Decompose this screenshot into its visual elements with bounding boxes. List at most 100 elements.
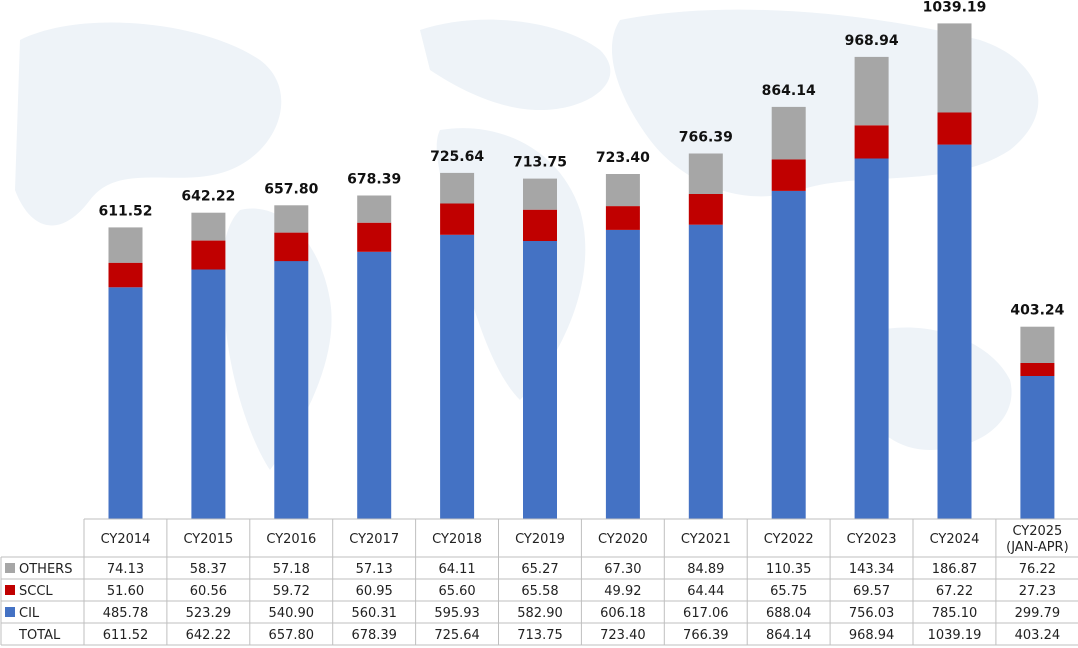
bar-segment-cil	[937, 144, 972, 519]
bar-segment-cil	[523, 241, 557, 519]
category-label: CY2022	[764, 532, 814, 547]
bar-segment-cil	[357, 251, 392, 520]
bar-segment-cil	[1020, 376, 1055, 519]
bar-segment-others	[771, 106, 806, 160]
row-label-sccl: SCCL	[19, 584, 53, 599]
table-cell: 59.72	[273, 584, 310, 599]
legend-key-sccl	[5, 585, 15, 595]
total-value-label: 642.22	[181, 189, 235, 205]
table-cell: 403.24	[1015, 628, 1061, 643]
bar-segment-sccl	[937, 112, 972, 145]
bar-segment-cil	[440, 234, 475, 520]
bar-segment-sccl	[771, 159, 806, 191]
category-label: CY2017	[349, 532, 399, 547]
table-cell: 65.58	[521, 584, 558, 599]
bar-segment-cil	[771, 190, 806, 519]
table-cell: 688.04	[766, 606, 812, 621]
total-value-label: 657.80	[264, 181, 318, 197]
category-label: CY2020	[598, 532, 648, 547]
bar-segment-cil	[688, 224, 723, 519]
table-cell: 523.29	[186, 606, 232, 621]
table-cell: 143.34	[849, 562, 895, 577]
table-cell: 27.23	[1019, 584, 1056, 599]
bar-segment-sccl	[1020, 363, 1055, 376]
bars-group	[108, 23, 1055, 520]
data-table: CY2014 CY2015 CY2016 CY2017 CY2018 CY2019 CY20…	[0, 518, 1078, 646]
table-cell: 725.64	[434, 628, 480, 643]
bar-segment-sccl	[854, 125, 889, 159]
bar-segment-others	[854, 56, 889, 126]
category-label: CY2015	[183, 532, 233, 547]
table-cell: 785.10	[932, 606, 978, 621]
bar-segment-others	[605, 174, 640, 207]
table-cell: 299.79	[1015, 606, 1061, 621]
table-cell: 64.11	[438, 562, 475, 577]
bar-segment-others	[688, 153, 723, 194]
table-cell: 485.78	[103, 606, 149, 621]
table-cell: 540.90	[269, 606, 315, 621]
category-label: CY2018	[432, 532, 482, 547]
bar-segment-cil	[191, 269, 226, 519]
table-cell: 766.39	[683, 628, 729, 643]
bar-segment-cil	[108, 287, 143, 519]
bar-segment-others	[937, 23, 972, 113]
table-cell: 65.60	[438, 584, 475, 599]
table-cell: 69.57	[853, 584, 890, 599]
table-cell: 595.93	[434, 606, 480, 621]
category-label: CY2024	[930, 532, 980, 547]
bar-segment-sccl	[191, 240, 226, 270]
total-value-label: 723.40	[596, 150, 650, 166]
table-cell: 67.22	[936, 584, 973, 599]
map-shape	[15, 22, 282, 226]
table-cell: 64.44	[687, 584, 724, 599]
bar-segment-sccl	[108, 262, 143, 288]
bar-segment-sccl	[523, 209, 557, 241]
row-label-others: OTHERS	[19, 562, 72, 577]
table-cell: 186.87	[932, 562, 978, 577]
category-label: CY2016	[266, 532, 316, 547]
map-shape	[420, 19, 611, 110]
table-cell: 57.18	[273, 562, 310, 577]
category-label: CY2021	[681, 532, 731, 547]
table-cell: 76.22	[1019, 562, 1056, 577]
bar-segment-others	[523, 178, 557, 210]
category-label: CY2025 (JAN-APR)	[1006, 524, 1069, 555]
table-cell: 606.18	[600, 606, 646, 621]
total-value-label: 725.64	[430, 149, 484, 165]
table-cell: 67.30	[604, 562, 641, 577]
table-cell: 110.35	[766, 562, 812, 577]
table-cell: 51.60	[107, 584, 144, 599]
bar-segment-others	[1020, 326, 1055, 363]
bar-segment-sccl	[605, 206, 640, 230]
bar-segment-cil	[854, 158, 889, 519]
total-value-label: 713.75	[513, 155, 567, 171]
table-cell: 57.13	[356, 562, 393, 577]
total-value-label: 403.24	[1010, 303, 1064, 319]
bar-segment-sccl	[688, 194, 723, 225]
total-value-label: 678.39	[347, 172, 401, 188]
bar-segment-others	[108, 227, 143, 263]
row-label-cil: CIL	[19, 606, 40, 621]
table-cell: 49.92	[604, 584, 641, 599]
bar-segment-others	[357, 195, 392, 223]
bar-segment-sccl	[357, 222, 392, 252]
bar-segment-sccl	[274, 232, 309, 262]
table-cell: 58.37	[190, 562, 227, 577]
table-cell: 84.89	[687, 562, 724, 577]
table-cell: 723.40	[600, 628, 646, 643]
category-label: CY2019	[515, 532, 565, 547]
legend-key-others	[5, 563, 15, 573]
row-label-total: TOTAL	[18, 628, 61, 643]
bar-segment-others	[440, 172, 475, 204]
table-cell: 968.94	[849, 628, 895, 643]
table-cell: 642.22	[186, 628, 232, 643]
table-cell: 611.52	[103, 628, 149, 643]
total-value-label: 1039.19	[923, 0, 987, 15]
table-cell: 74.13	[107, 562, 144, 577]
legend-key-cil	[5, 607, 15, 617]
bar-segment-others	[274, 205, 309, 233]
category-label: CY2023	[847, 532, 897, 547]
table-cell: 678.39	[351, 628, 397, 643]
